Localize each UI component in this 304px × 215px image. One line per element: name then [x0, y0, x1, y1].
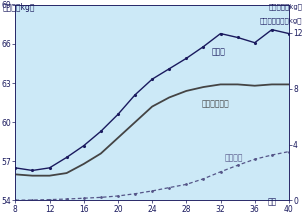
Text: 胎児体重: 胎児体重 [225, 153, 243, 162]
Text: 胎児体重（kg）: 胎児体重（kg） [268, 3, 302, 10]
Text: 母体皮下脂肪（kg）: 母体皮下脂肪（kg） [260, 17, 302, 24]
Text: 母体重: 母体重 [212, 48, 226, 56]
Text: 母体重（kg）: 母体重（kg） [3, 3, 36, 12]
Text: 週数: 週数 [268, 197, 277, 206]
Text: 母体皮下脂肪: 母体皮下脂肪 [202, 100, 230, 109]
